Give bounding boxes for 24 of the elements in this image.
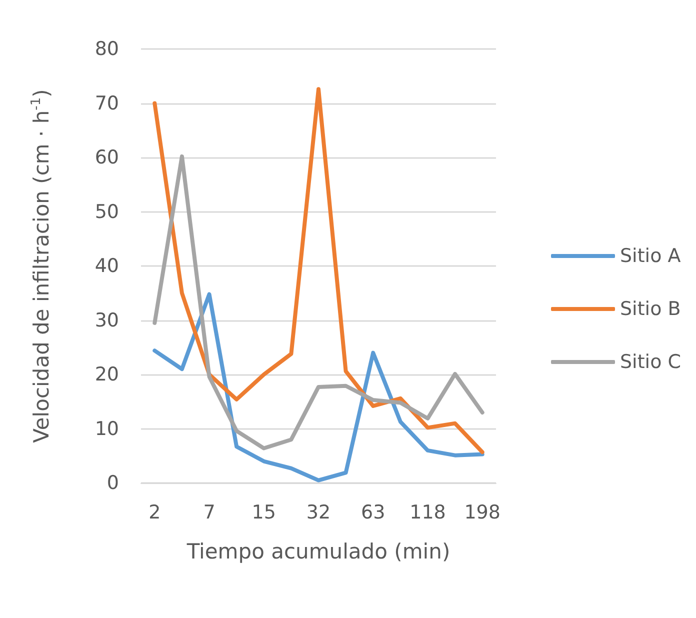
line-series [152,87,484,454]
y-tick-label: 50 [94,200,119,223]
x-tick-label: 2 [148,502,161,524]
x-tick-label: 198 [464,502,500,524]
y-tick-label: 10 [94,418,119,440]
line-series [152,154,484,450]
x-tick-label: 15 [252,502,276,524]
x-tick-label: 32 [306,502,331,524]
y-tick-label: 60 [94,146,119,168]
y-axis-title: Velocidad de infiltracion (cm · h-1) [29,89,54,443]
y-tick-label: 20 [94,364,119,386]
legend-label: Sitio C [620,351,681,373]
y-tick-label: 70 [94,92,119,114]
y-tick-label: 80 [94,38,119,60]
y-tick-label: 40 [94,255,119,277]
x-tick-label: 7 [203,502,216,524]
legend-label: Sitio A [620,245,681,267]
x-tick-label: 63 [361,502,386,524]
line-series [152,292,484,482]
y-tick-label: 0 [106,472,119,494]
x-tick-label: 118 [410,502,446,524]
x-axis-title: Tiempo acumulado (min) [186,540,450,564]
y-tick-label: 30 [94,309,119,332]
legend-label: Sitio B [620,298,681,320]
